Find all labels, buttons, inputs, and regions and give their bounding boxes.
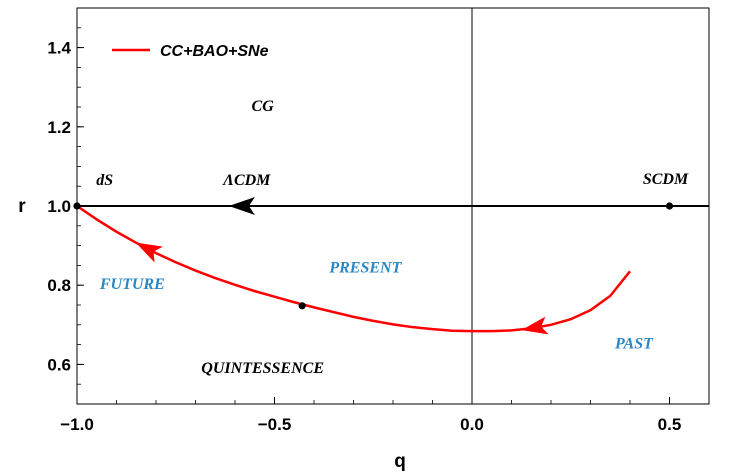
y-tick-label-4: 1.4 — [47, 39, 71, 58]
y-tick-label-0: 0.6 — [47, 355, 71, 374]
x-tick-label-1: −0.5 — [258, 415, 292, 434]
x-axis-title: q — [394, 451, 406, 472]
annotation-0: CG — [252, 98, 275, 115]
annotation-2: dS — [96, 172, 113, 189]
annotation-4: PRESENT — [328, 260, 402, 277]
y-tick-label-1: 0.8 — [47, 276, 71, 295]
tick-layer: −1.0 −0.5 0.0 0.5 0.6 0.8 1.0 1.2 1.4 — [47, 7, 710, 434]
plot-layer — [73, 8, 709, 404]
x-tick-label-3: 0.5 — [658, 415, 682, 434]
series-0-arrow-1 — [135, 242, 163, 263]
x-tick-label-2: 0.0 — [460, 415, 484, 434]
series-0-arrow-0 — [521, 316, 549, 335]
annotation-5: FUTURE — [99, 276, 165, 293]
legend: CC+BAO+SNe — [112, 43, 269, 60]
series-1-arrow-0 — [228, 197, 255, 215]
legend-label: CC+BAO+SNe — [160, 43, 269, 60]
y-axis-title: r — [18, 196, 26, 217]
y-tick-label-2: 1.0 — [47, 197, 71, 216]
annotation-3: SCDM — [643, 171, 689, 188]
fixed-point-2 — [298, 302, 306, 310]
x-tick-label-0: −1.0 — [60, 415, 94, 434]
fixed-point-1 — [665, 202, 674, 210]
y-tick-label-3: 1.2 — [47, 118, 71, 137]
annotation-layer: CG ΛCDM dS SCDM PRESENT FUTURE PAST QUINTESSENC… — [96, 98, 689, 377]
annotation-6: PAST — [614, 336, 654, 353]
annotation-1: ΛCDM — [222, 172, 271, 189]
annotation-7: QUINTESSENCE — [201, 360, 324, 377]
